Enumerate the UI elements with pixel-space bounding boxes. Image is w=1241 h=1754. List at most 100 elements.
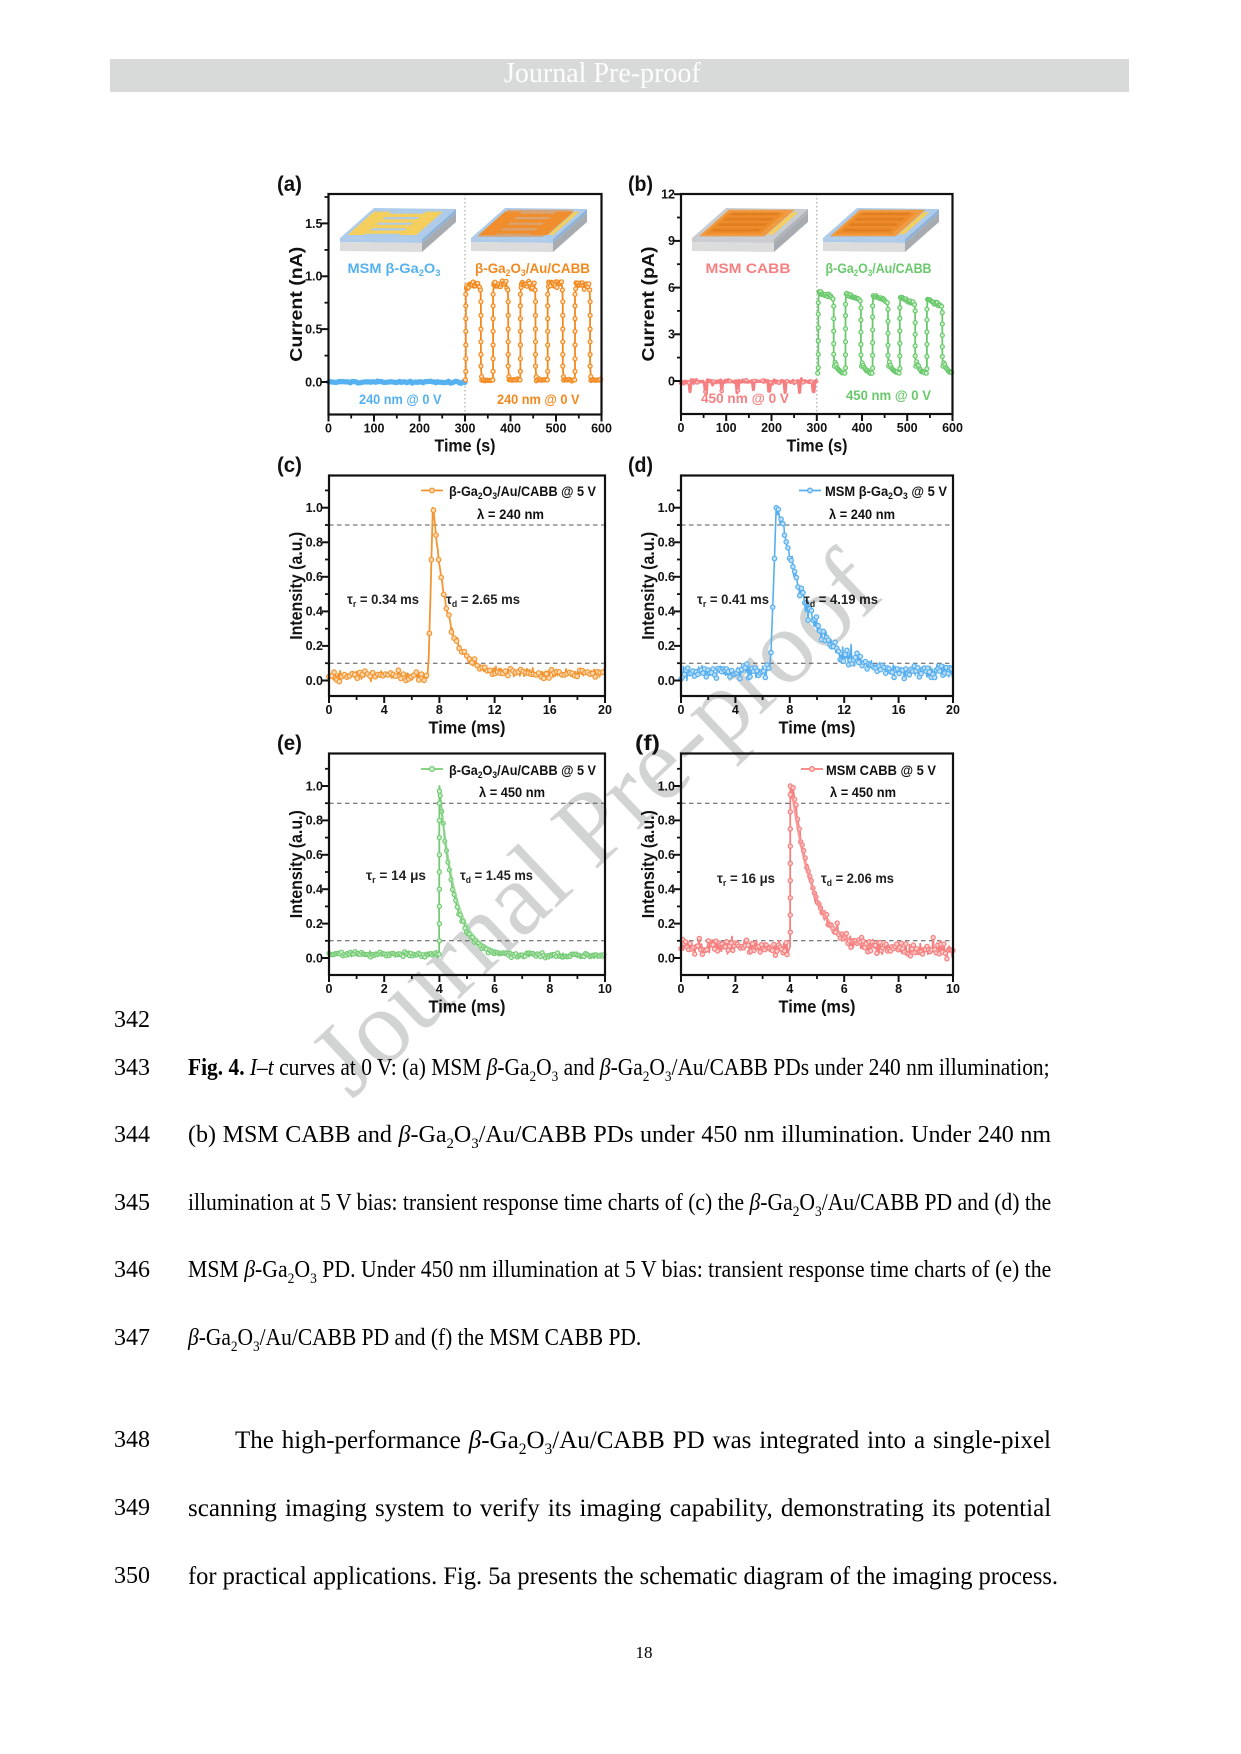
svg-text:450 nm @ 0 V: 450 nm @ 0 V [701,390,790,406]
svg-text:λ = 450 nm: λ = 450 nm [479,785,545,800]
svg-text:240 nm @ 0 V: 240 nm @ 0 V [497,391,580,407]
svg-text:240 nm @ 0 V: 240 nm @ 0 V [359,391,442,407]
svg-text:Current (pA): Current (pA) [638,247,658,362]
svg-text:1.0: 1.0 [305,270,322,284]
svg-text:λ = 450 nm: λ = 450 nm [830,785,896,800]
svg-text:0.2: 0.2 [306,639,323,653]
svg-text:0.6: 0.6 [306,570,323,584]
svg-text:λ = 240 nm: λ = 240 nm [829,507,895,522]
svg-text:10: 10 [946,982,960,996]
svg-text:3: 3 [668,328,675,342]
svg-text:0.2: 0.2 [658,639,675,653]
svg-text:0: 0 [326,982,333,996]
svg-text:τd = 2.06 ms: τd = 2.06 ms [821,871,894,888]
svg-text:16: 16 [892,703,906,717]
svg-text:400: 400 [852,421,873,435]
svg-text:0.4: 0.4 [658,605,675,619]
svg-text:4: 4 [786,982,793,996]
svg-text:4: 4 [381,703,388,717]
svg-text:400: 400 [500,421,521,435]
svg-text:8: 8 [895,982,902,996]
svg-text:β-Ga2O3/Au/CABB: β-Ga2O3/Au/CABB [475,260,590,278]
svg-text:200: 200 [761,421,782,435]
svg-text:0.4: 0.4 [306,605,323,619]
svg-text:0.8: 0.8 [658,814,675,828]
svg-text:0.0: 0.0 [658,951,675,965]
svg-text:6: 6 [841,982,848,996]
svg-text:Time (ms): Time (ms) [779,718,856,738]
svg-text:12: 12 [837,703,851,717]
svg-text:Intensity (a.u.): Intensity (a.u.) [638,532,658,640]
svg-text:0.5: 0.5 [305,322,322,336]
svg-text:8: 8 [786,703,793,717]
svg-text:τd = 2.65 ms: τd = 2.65 ms [446,592,520,609]
svg-text:200: 200 [409,421,430,435]
svg-text:300: 300 [455,421,476,435]
svg-text:0.0: 0.0 [658,674,675,688]
svg-text:Intensity (a.u.): Intensity (a.u.) [638,810,658,918]
svg-text:6: 6 [491,982,498,996]
svg-text:(b): (b) [628,173,653,196]
svg-text:0: 0 [325,421,332,435]
svg-text:Time (ms): Time (ms) [779,997,856,1017]
svg-text:0: 0 [668,374,675,388]
svg-text:500: 500 [546,421,567,435]
svg-text:0: 0 [326,703,333,717]
svg-text:1.5: 1.5 [305,217,322,231]
svg-text:8: 8 [436,703,443,717]
svg-text:β-Ga2O3/Au/CABB: β-Ga2O3/Au/CABB [826,260,932,278]
svg-text:λ = 240 nm: λ = 240 nm [477,507,544,522]
svg-text:1.0: 1.0 [658,779,675,793]
svg-text:4: 4 [732,703,739,717]
svg-text:(d): (d) [628,454,653,477]
svg-text:τr = 0.41 ms: τr = 0.41 ms [697,592,769,609]
svg-text:Current (nA): Current (nA) [286,247,306,362]
svg-text:20: 20 [598,703,612,717]
svg-text:1.0: 1.0 [658,501,675,515]
svg-text:450 nm @ 0 V: 450 nm @ 0 V [846,387,932,403]
svg-text:τr = 14 μs: τr = 14 μs [366,868,426,885]
svg-text:600: 600 [591,421,612,435]
svg-text:4: 4 [436,982,443,996]
svg-text:0.2: 0.2 [306,917,323,931]
svg-text:1.0: 1.0 [306,779,323,793]
svg-text:0.0: 0.0 [306,674,323,688]
svg-text:MSM CABB @ 5 V: MSM CABB @ 5 V [826,763,936,778]
svg-text:τd = 1.45 ms: τd = 1.45 ms [460,868,533,885]
svg-text:0.0: 0.0 [306,951,323,965]
svg-text:0.8: 0.8 [306,814,323,828]
svg-text:β-Ga2O3/Au/CABB @ 5 V: β-Ga2O3/Au/CABB @ 5 V [449,763,596,780]
svg-text:0.4: 0.4 [658,883,675,897]
svg-text:0: 0 [678,421,685,435]
svg-text:100: 100 [364,421,385,435]
svg-text:τd = 4.19 ms: τd = 4.19 ms [804,592,878,609]
svg-text:600: 600 [942,421,963,435]
svg-text:9: 9 [668,234,675,248]
svg-text:(a): (a) [277,173,302,196]
svg-text:16: 16 [543,703,557,717]
svg-text:MSM β-Ga2O3: MSM β-Ga 2O3 [348,260,441,278]
svg-text:2: 2 [732,982,739,996]
svg-text:12: 12 [488,703,502,717]
svg-text:Time (ms): Time (ms) [429,718,506,738]
svg-text:(e): (e) [277,732,302,755]
svg-text:Time (s): Time (s) [787,436,848,456]
svg-text:0.8: 0.8 [658,536,675,550]
svg-text:β-Ga2O3/Au/CABB @ 5 V: β-Ga2O3/Au/CABB @ 5 V [449,484,596,501]
svg-text:10: 10 [598,982,612,996]
svg-text:20: 20 [946,703,960,717]
svg-text:500: 500 [897,421,918,435]
svg-text:(f): (f) [635,732,660,755]
svg-text:(c): (c) [277,454,302,477]
svg-text:0.4: 0.4 [306,883,323,897]
svg-text:τr = 0.34 ms: τr = 0.34 ms [347,592,419,609]
svg-text:8: 8 [546,982,553,996]
svg-text:MSM β-Ga2O3 @ 5 V: MSM β-Ga2O3 @ 5 V [825,484,947,501]
svg-text:0.6: 0.6 [306,848,323,862]
svg-text:300: 300 [806,421,827,435]
svg-text:MSM CABB: MSM CABB [706,260,791,276]
svg-text:6: 6 [668,281,675,295]
svg-text:100: 100 [716,421,737,435]
svg-text:Time (s): Time (s) [435,436,496,456]
svg-text:τr = 16 μs: τr = 16 μs [717,871,775,888]
